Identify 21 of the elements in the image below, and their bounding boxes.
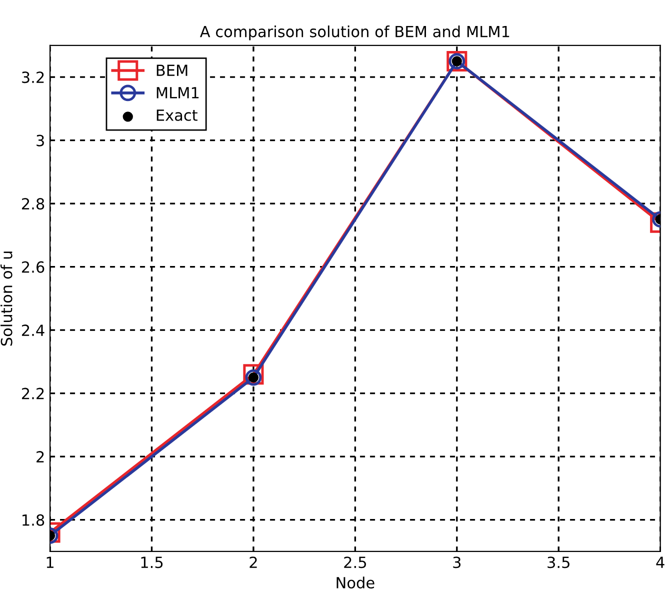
y-tick-label: 2: [36, 451, 44, 462]
x-tick-label: 3: [453, 556, 461, 568]
legend-label: MLM1: [156, 87, 199, 98]
y-axis-title: Solution of u: [0, 252, 12, 346]
y-tick-label: 2.6: [22, 261, 44, 273]
y-tick-label: 2.4: [22, 324, 44, 336]
legend-label: BEM: [156, 64, 188, 76]
y-tick-label: 2.8: [22, 198, 44, 210]
x-tick-label: 2: [250, 556, 257, 568]
legend-label: Exact: [156, 110, 198, 121]
x-tick-label: 1.5: [141, 556, 163, 568]
x-tick-label: 1: [46, 556, 54, 568]
x-tick-label: 4: [656, 556, 664, 568]
y-tick-label: 3.2: [22, 72, 44, 84]
y-tick-label: 3: [36, 134, 44, 146]
x-tick-label: 3.5: [548, 556, 570, 568]
y-tick-label: 1.8: [22, 514, 44, 526]
y-tick-label: 2.2: [22, 388, 44, 400]
x-axis-title: Node: [336, 576, 374, 588]
chart-title: A comparison solution of BEM and MLM1: [200, 26, 510, 40]
x-tick-label: 2.5: [344, 556, 366, 568]
